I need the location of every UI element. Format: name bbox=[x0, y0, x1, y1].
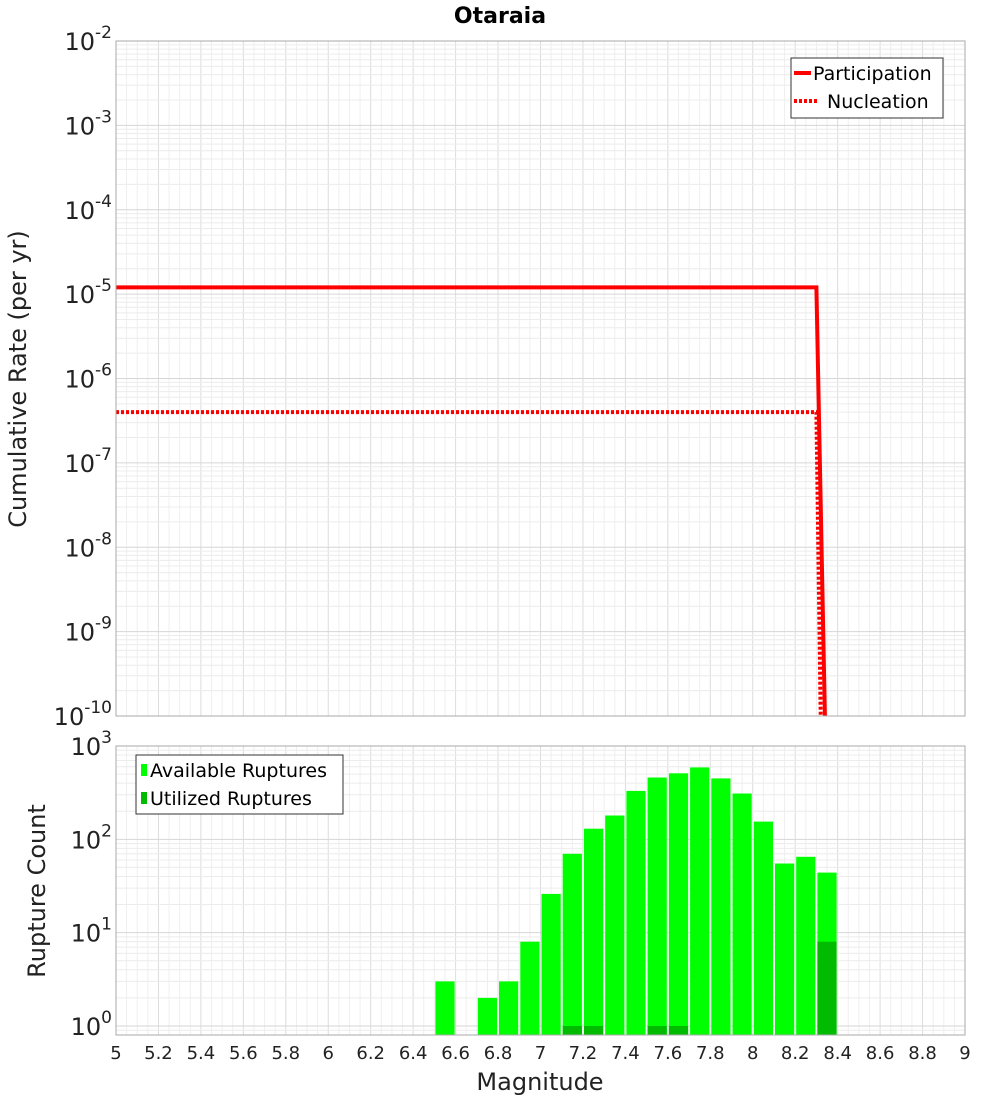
top-y-axis-title: Cumulative Rate (per yr) bbox=[4, 230, 32, 528]
y-tick-label: 10-9 bbox=[65, 614, 113, 647]
x-tick-label: 8.2 bbox=[781, 1043, 810, 1064]
legend-utilized-label: Utilized Ruptures bbox=[150, 788, 312, 810]
x-tick-label: 6.8 bbox=[484, 1043, 513, 1064]
x-tick-label: 7.2 bbox=[569, 1043, 598, 1064]
series-line-nucleation bbox=[116, 410, 823, 717]
x-tick-label: 5.8 bbox=[271, 1043, 300, 1064]
legend-available-swatch bbox=[141, 764, 147, 776]
y-tick-label: 103 bbox=[71, 728, 112, 761]
bottom-y-tick-labels: 103 102 101 100 bbox=[71, 728, 112, 1041]
x-tick-label: 6.4 bbox=[399, 1043, 428, 1064]
x-tick-label: 7.4 bbox=[611, 1043, 640, 1064]
x-tick-label: 7.6 bbox=[654, 1043, 683, 1064]
bar-available-ruptures bbox=[605, 815, 625, 1035]
x-tick-labels: 5 5.2 5.4 5.6 5.8 6 6.2 6.4 6.6 6.8 7 7.2 7.4 7.6 7.8 8… bbox=[110, 1043, 970, 1064]
y-tick-label: 10-4 bbox=[65, 192, 113, 225]
top-plot-series bbox=[116, 285, 827, 717]
legend-available-label: Available Ruptures bbox=[150, 760, 327, 782]
legend-nucleation-label: Nucleation bbox=[827, 91, 929, 113]
bottom-legend: Available Ruptures Utilized Ruptures bbox=[135, 754, 344, 815]
bottom-legend-box bbox=[135, 754, 344, 815]
bar-available-ruptures bbox=[541, 893, 561, 1035]
y-tick-label: 10-8 bbox=[65, 529, 113, 562]
x-tick-label: 7.8 bbox=[696, 1043, 725, 1064]
y-tick-label: 101 bbox=[71, 915, 112, 948]
y-tick-label: 10-5 bbox=[65, 276, 113, 309]
top-y-tick-labels: 10-2 10-3 10-4 10-5 10-6 10-7 10-8 10-9 10-10 bbox=[54, 23, 112, 731]
bar-available-ruptures bbox=[520, 941, 540, 1035]
bar-available-ruptures bbox=[711, 778, 731, 1035]
bar-utilized-ruptures bbox=[668, 1026, 689, 1035]
x-tick-label: 8.4 bbox=[823, 1043, 852, 1064]
x-tick-label: 5.2 bbox=[144, 1043, 173, 1064]
bottom-plot-frame bbox=[115, 745, 966, 1036]
top-legend-box bbox=[790, 57, 944, 119]
bar-available-ruptures bbox=[690, 767, 710, 1035]
x-tick-label: 8.6 bbox=[866, 1043, 895, 1064]
y-tick-label: 10-10 bbox=[54, 698, 112, 731]
bar-available-ruptures bbox=[775, 863, 795, 1035]
top-plot-grid bbox=[115, 41, 966, 717]
series-line-participation bbox=[116, 285, 827, 717]
x-tick-label: 6.6 bbox=[441, 1043, 470, 1064]
x-tick-label: 9 bbox=[959, 1043, 970, 1064]
chart-title: Otaraia bbox=[454, 4, 546, 29]
x-tick-label: 5.4 bbox=[187, 1043, 216, 1064]
bar-available-ruptures bbox=[647, 777, 667, 1035]
y-tick-label: 100 bbox=[71, 1008, 112, 1041]
y-tick-label: 102 bbox=[71, 821, 112, 854]
bar-utilized-ruptures bbox=[584, 1026, 604, 1035]
x-tick-label: 8.8 bbox=[908, 1043, 937, 1064]
top-plot-frame bbox=[115, 40, 966, 717]
x-tick-label: 7 bbox=[535, 1043, 546, 1064]
y-tick-label: 10-2 bbox=[65, 23, 113, 56]
legend-participation-label: Participation bbox=[813, 63, 932, 85]
bar-available-ruptures bbox=[584, 828, 604, 1035]
bar-utilized-ruptures bbox=[562, 1026, 582, 1035]
y-tick-label: 10-3 bbox=[65, 107, 113, 140]
x-tick-label: 5.6 bbox=[229, 1043, 258, 1064]
bar-available-ruptures bbox=[753, 821, 773, 1035]
y-tick-label: 10-6 bbox=[65, 361, 113, 394]
bar-available-ruptures bbox=[562, 853, 582, 1035]
bar-available-ruptures bbox=[626, 790, 646, 1035]
top-legend: Participation Nucleation bbox=[790, 57, 944, 119]
x-axis-title: Magnitude bbox=[476, 1068, 603, 1096]
x-tick-label: 5 bbox=[110, 1043, 121, 1064]
y-tick-label: 10-7 bbox=[65, 445, 113, 478]
bottom-plot-bars bbox=[435, 767, 837, 1035]
bar-available-ruptures bbox=[435, 981, 455, 1035]
legend-utilized-swatch bbox=[141, 792, 147, 804]
bar-utilized-ruptures bbox=[647, 1026, 667, 1035]
bar-available-ruptures bbox=[477, 997, 497, 1035]
x-tick-label: 8 bbox=[747, 1043, 758, 1064]
bar-available-ruptures bbox=[732, 793, 752, 1035]
bar-available-ruptures bbox=[668, 773, 689, 1035]
bottom-y-axis-title: Rupture Count bbox=[23, 804, 51, 978]
bar-utilized-ruptures bbox=[817, 941, 837, 1035]
x-tick-label: 6 bbox=[323, 1043, 334, 1064]
bar-available-ruptures bbox=[499, 981, 519, 1035]
bar-available-ruptures bbox=[796, 856, 816, 1035]
x-tick-label: 6.2 bbox=[356, 1043, 385, 1064]
